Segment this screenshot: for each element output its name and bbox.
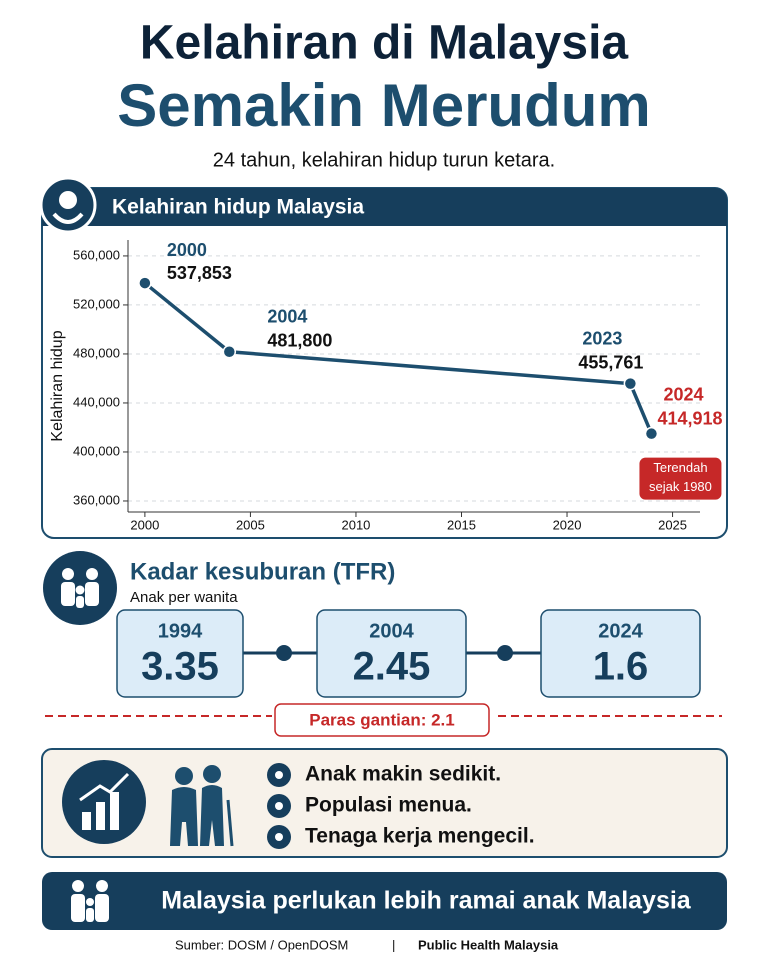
replacement-label: Paras gantian: 2.1 [309, 710, 455, 729]
x-tick-label: 2005 [236, 517, 265, 532]
data-label: 414,918 [657, 408, 722, 428]
line [143, 281, 654, 435]
elder-icon-cane [226, 799, 234, 847]
banner-icon [96, 880, 108, 892]
x-tick-label: 2010 [341, 517, 370, 532]
y-tick-label: 480,000 [73, 345, 120, 360]
footer-credit: Public Health Malaysia [418, 937, 559, 952]
elder-icon [203, 765, 221, 783]
point-year: 2023 [582, 328, 622, 348]
annotation-box [639, 457, 722, 500]
x-tick-label: 2025 [658, 517, 687, 532]
data-label: 455,761 [578, 352, 643, 372]
plot: 360,000 400,000 440,000 480,000 520,000 560,0… [73, 240, 723, 533]
baby-icon-head [59, 191, 77, 209]
chart-header [42, 188, 727, 226]
growth-icon-line [79, 772, 130, 802]
tfr-value: 1.6 [593, 645, 649, 689]
footer-source: Sumber: DOSM / OpenDOSM [175, 937, 348, 952]
y-tick-label: 440,000 [73, 394, 120, 409]
x-tick-label: 2015 [447, 517, 476, 532]
tfr-year: 1994 [158, 620, 203, 642]
impact-text: Populasi menua. [305, 794, 472, 817]
elder-icon [200, 785, 224, 846]
tfr-box [540, 609, 701, 698]
impact-icon-dot [275, 771, 283, 779]
y-tick-label: 560,000 [73, 247, 120, 262]
impact-text: Tenaga kerja mengecil. [305, 825, 535, 848]
point [623, 376, 638, 391]
chart-title: Kelahiran hidup Malaysia [112, 196, 364, 219]
family-icon-part [86, 568, 98, 580]
family-icon-part [75, 585, 85, 595]
point-year: 2000 [167, 240, 207, 260]
banner-icon [86, 898, 94, 906]
tfr-year: 2024 [598, 620, 643, 642]
y-tick-label: 520,000 [73, 296, 120, 311]
elder-icon [175, 767, 193, 785]
point [644, 426, 659, 441]
tfr-year: 2004 [369, 620, 414, 642]
annotation: Terendah [653, 460, 707, 475]
elder-icon [170, 787, 198, 846]
tfr-title: Kadar kesuburan (TFR) [130, 558, 395, 585]
banner-icon [71, 894, 85, 922]
point-year: 2024 [663, 384, 703, 404]
family-icon-part [62, 568, 74, 580]
point [138, 276, 152, 290]
impact-list: Anak makin sedikit. Populasi menua. Tenaga… [267, 763, 535, 849]
connector-dot [497, 645, 513, 661]
replacement-box [274, 703, 490, 737]
annotation: sejak 1980 [649, 479, 712, 494]
banner-icon [72, 880, 84, 892]
impact-icon-dot [275, 802, 283, 810]
point-year: 2004 [267, 306, 307, 326]
point [222, 344, 237, 359]
x-tick-label: 2020 [553, 517, 582, 532]
banner-icon [95, 894, 109, 922]
footer-separator: | [392, 937, 395, 952]
subtitle: 24 tahun, kelahiran hidup turun ketara. [213, 149, 555, 171]
x-tick-label: 2000 [130, 517, 159, 532]
growth-icon-bar [110, 792, 119, 830]
data-label: 537,853 [167, 263, 232, 283]
tfr-box [116, 609, 244, 698]
tfr-value: 2.45 [353, 645, 431, 689]
family-icon-part [76, 596, 84, 608]
title-line1: Kelahiran di Malaysia [140, 17, 629, 70]
impact-icon-dot [275, 833, 283, 841]
baby-icon-wrap [52, 212, 84, 224]
impact-text: Anak makin sedikit. [305, 763, 501, 786]
family-icon-part [85, 582, 99, 606]
family-icon-part [61, 582, 75, 606]
title-line2: Semakin Merudum [117, 72, 650, 139]
tfr-box [316, 609, 467, 698]
tfr-subtitle: Anak per wanita [130, 589, 238, 606]
y-tick-label: 360,000 [73, 492, 120, 507]
growth-icon-bar [82, 812, 91, 830]
connector-dot [276, 645, 292, 661]
tfr-boxes: 1994 3.35 2004 2.45 2024 1.6 [116, 609, 701, 698]
growth-icon-bar [96, 802, 105, 830]
data-label: 481,800 [267, 330, 332, 350]
banner-text: Malaysia perlukan lebih ramai anak Malay… [161, 887, 692, 915]
tfr-value: 3.35 [141, 645, 219, 689]
y-tick-label: 400,000 [73, 443, 120, 458]
banner [42, 872, 727, 930]
banner-icon [86, 908, 94, 922]
y-axis-label: Kelahiran hidup [49, 330, 66, 441]
